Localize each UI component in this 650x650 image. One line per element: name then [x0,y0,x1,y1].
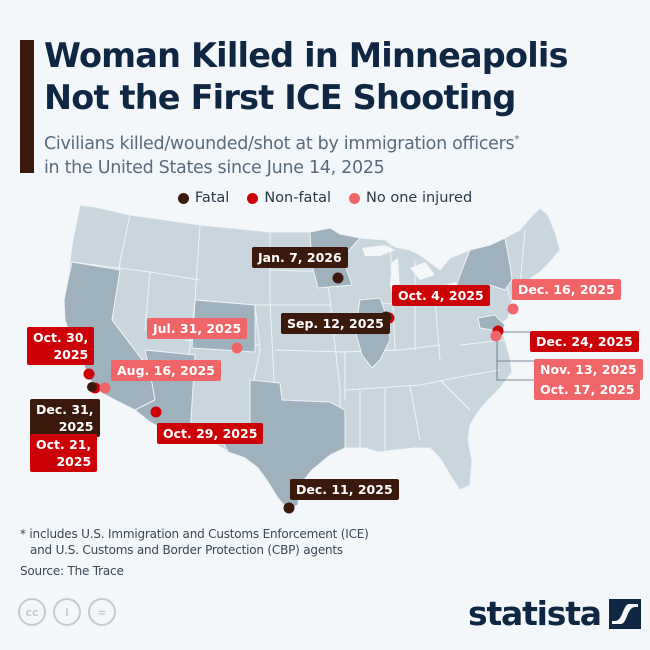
source-text: Source: The Trace [20,564,124,578]
legend-label: Non-fatal [264,190,332,206]
title-accent-bar [20,40,34,173]
marker-jul31-none [231,342,243,354]
legend-label: Fatal [194,190,230,206]
statista-logo[interactable]: statista [468,594,641,633]
label-oct29: Oct. 29, 2025 [157,423,264,444]
subtitle-line-1: Civilians killed/wounded/shot at by immi… [44,133,515,154]
label-line: Oct. 30, [33,330,89,345]
label-dec24: Dec. 24, 2025 [530,331,639,352]
label-jul31: Jul. 31, 2025 [147,318,248,339]
footnote: * includes U.S. Immigration and Customs … [20,526,369,558]
legend-item-nonfatal: Non-fatal [247,190,331,206]
label-jan7: Jan. 7, 2026 [252,247,348,268]
label-line: Oct. 21, [36,437,92,452]
footnote-line-1: * includes U.S. Immigration and Customs … [20,527,369,541]
label-line: 2025 [58,419,94,434]
statista-logo-icon [608,598,641,629]
marker-dec31-fatal [87,382,97,392]
brand-name: statista [468,594,602,633]
label-oct4: Oct. 4, 2025 [392,285,490,306]
no-derivatives-icon[interactable]: = [88,598,116,626]
title-line-2: Not the First ICE Shooting [44,78,516,117]
label-aug16: Aug. 16, 2025 [111,360,221,381]
license-icons: cc i = [18,598,116,626]
page-title: Woman Killed in Minneapolis Not the Firs… [44,35,644,119]
legend-label: No one injured [366,190,473,206]
label-line: 2025 [56,454,92,469]
label-sep12: Sep. 12, 2025 [281,313,390,334]
subtitle: Civilians killed/wounded/shot at by immi… [44,128,644,180]
footnote-line-2: and U.S. Customs and Border Protection (… [30,543,343,557]
legend-item-fatal: Fatal [177,190,230,206]
marker-jan7-fatal [332,272,344,284]
label-dec31: Dec. 31, 2025 [30,399,100,437]
marker-oct30-nonfatal [83,368,95,380]
attribution-icon[interactable]: i [53,598,81,626]
label-line: 2025 [53,347,89,362]
marker-oct29-nonfatal [150,406,162,418]
label-dec16: Dec. 16, 2025 [512,279,621,300]
subtitle-line-2: in the United States since June 14, 2025 [44,157,385,178]
label-oct21: Oct. 21, 2025 [30,434,98,472]
label-oct30: Oct. 30, 2025 [27,327,95,365]
marker-nov13-none [490,330,502,342]
no-injury-dot-icon [349,192,361,204]
state-texas [221,379,346,511]
fatal-dot-icon [177,192,189,204]
marker-aug16-none [99,382,111,394]
marker-dec11-fatal [283,502,295,514]
subtitle-asterisk: * [514,134,520,145]
legend-item-none: No one injured [349,190,472,206]
label-nov13: Nov. 13, 2025 [534,359,643,380]
nonfatal-dot-icon [247,192,259,204]
cc-icon[interactable]: cc [18,598,46,626]
marker-dec16-none [507,303,519,315]
legend: Fatal Non-fatal No one injured [0,190,650,206]
label-dec11: Dec. 11, 2025 [290,479,399,500]
label-oct17: Oct. 17, 2025 [534,379,641,400]
title-line-1: Woman Killed in Minneapolis [44,36,569,75]
label-line: Dec. 31, [36,402,94,417]
